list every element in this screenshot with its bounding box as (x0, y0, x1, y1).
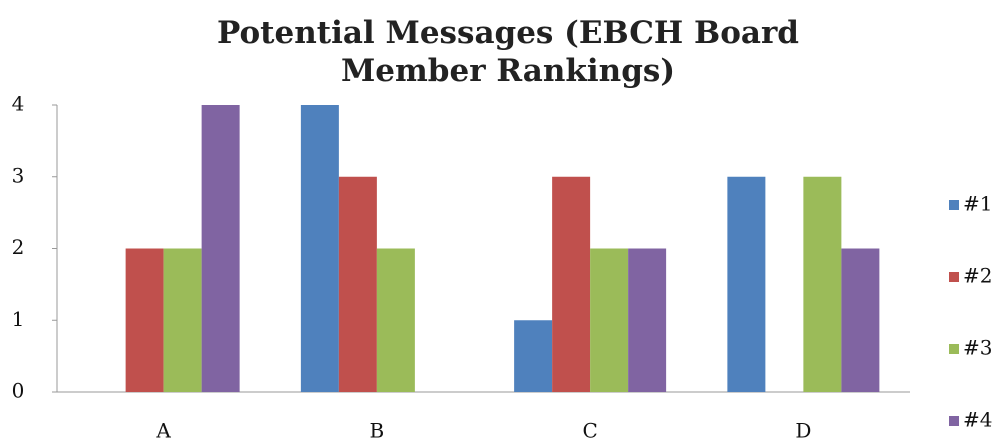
legend-label: #1 (963, 192, 992, 216)
x-tick-label: C (582, 419, 597, 443)
bar (163, 248, 202, 392)
legend-swatch (949, 272, 959, 282)
x-tick-label: D (795, 419, 811, 443)
bar (590, 248, 629, 392)
y-tick-label: 1 (12, 307, 25, 331)
y-tick-label: 2 (12, 235, 25, 259)
bar (628, 248, 667, 392)
bar (727, 176, 766, 392)
legend-label: #2 (963, 264, 992, 288)
legend-swatch (949, 344, 959, 354)
legend-label: #4 (963, 408, 992, 432)
y-tick-label: 3 (12, 163, 25, 187)
bar (338, 176, 377, 392)
legend-swatch (949, 416, 959, 426)
bar (201, 105, 240, 392)
legend-swatch (949, 200, 959, 210)
legend-label: #3 (963, 336, 992, 360)
bar (841, 248, 880, 392)
bar (376, 248, 415, 392)
x-tick-label: A (155, 419, 171, 443)
bar (552, 176, 591, 392)
bar (300, 105, 339, 392)
y-tick-label: 0 (12, 379, 25, 403)
chart-title: Potential Messages (EBCH Board Member Ra… (217, 15, 799, 89)
x-tick-label: B (370, 419, 385, 443)
bar (125, 248, 164, 392)
bar (803, 176, 842, 392)
bar (514, 320, 553, 392)
y-tick-label: 4 (12, 92, 25, 116)
